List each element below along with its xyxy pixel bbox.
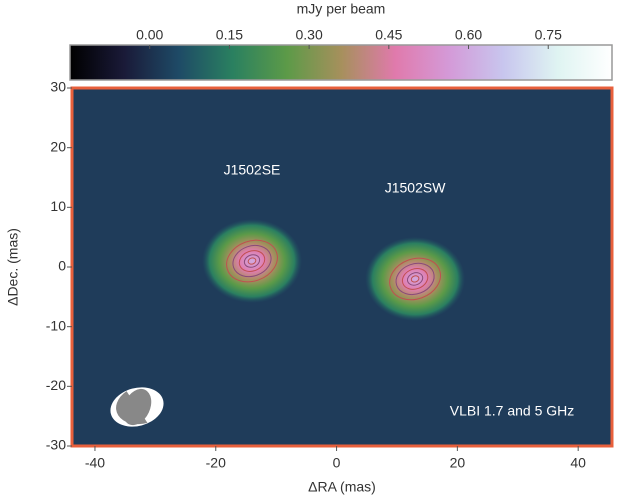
colorbar-tick-label: 0.15 (216, 27, 243, 43)
y-tick-label: 30 (50, 79, 66, 95)
colorbar-tick-label: 0.60 (455, 27, 482, 43)
y-tick-label: 10 (50, 198, 66, 214)
annotation: VLBI 1.7 and 5 GHz (450, 403, 575, 419)
x-tick-label: 20 (450, 455, 466, 471)
contour (238, 250, 266, 272)
contour (232, 244, 272, 278)
contour (395, 262, 435, 296)
beam (110, 387, 164, 427)
contour (243, 254, 261, 268)
y-tick-label: 0 (58, 258, 66, 274)
y-tick-label: -20 (46, 377, 66, 393)
x-axis-label: ΔRA (mas) (308, 479, 376, 495)
source (202, 219, 302, 304)
source-label: J1502SE (224, 162, 281, 178)
y-axis-label: ΔDec. (mas) (5, 228, 21, 306)
contour (406, 272, 424, 286)
contour (410, 275, 420, 283)
y-tick-label: -10 (46, 317, 66, 333)
x-tick-label: -40 (85, 455, 105, 471)
source (365, 236, 466, 321)
contour (247, 257, 257, 265)
colorbar-label: mJy per beam (297, 1, 386, 17)
image (202, 219, 466, 321)
x-tick-label: 0 (333, 455, 341, 471)
contour (401, 268, 429, 290)
colorbar-tick-label: 0.30 (295, 27, 322, 43)
x-tick-label: -20 (206, 455, 226, 471)
contour (389, 257, 441, 301)
colorbar (69, 44, 613, 81)
contour (226, 239, 278, 283)
y-tick-label: -30 (46, 437, 66, 453)
image-background (72, 88, 612, 446)
source-label: J1502SW (385, 180, 446, 196)
colorbar-tick-label: 0.45 (375, 27, 402, 43)
x-tick-label: 40 (570, 455, 586, 471)
y-tick-label: 20 (50, 138, 66, 154)
colorbar-tick-label: 0.00 (136, 27, 163, 43)
colorbar-tick-label: 0.75 (535, 27, 562, 43)
